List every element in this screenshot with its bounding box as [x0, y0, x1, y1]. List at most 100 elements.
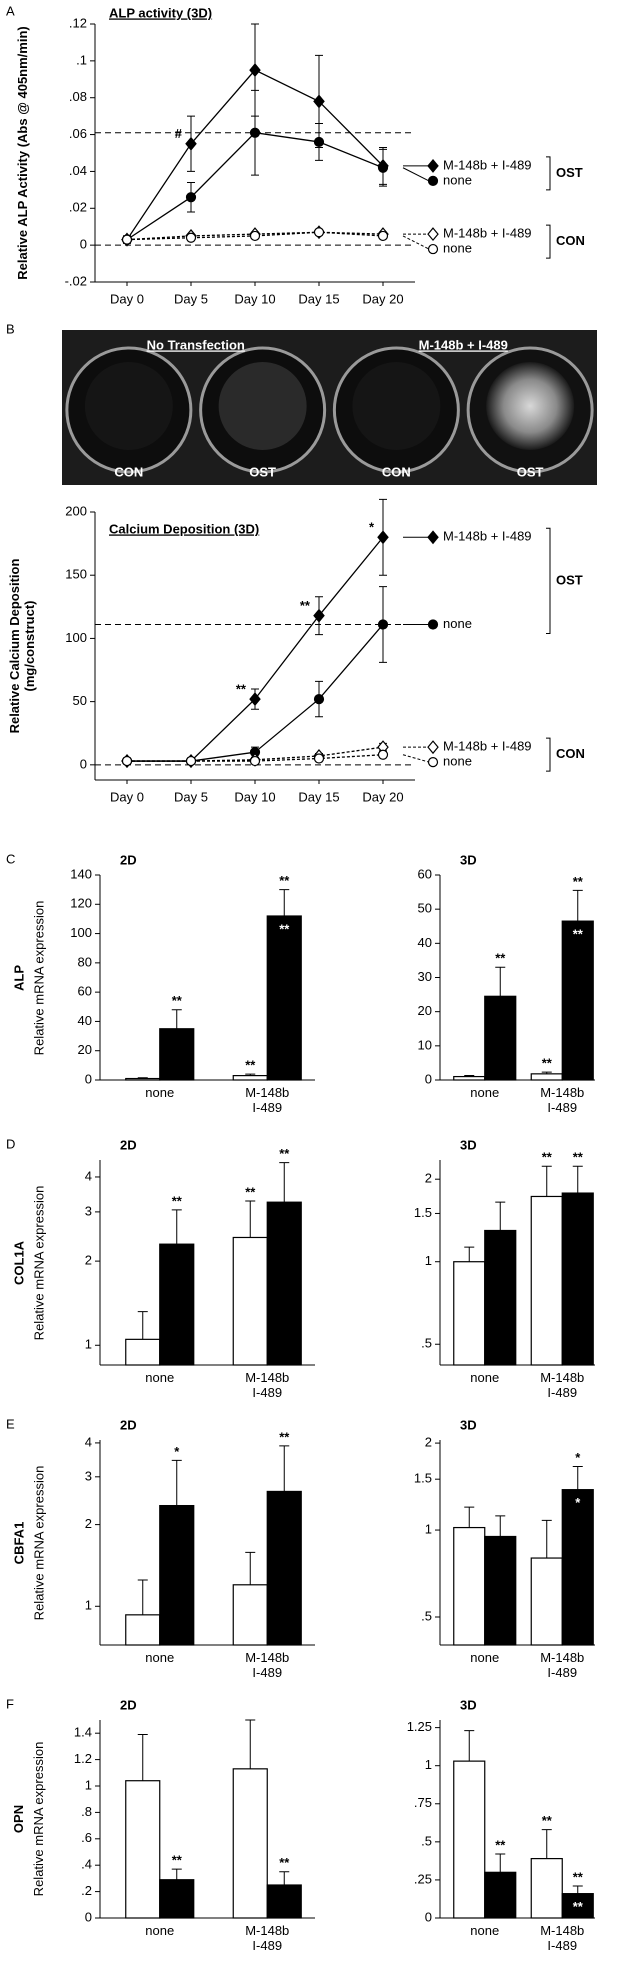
- bar: [530, 1557, 563, 1646]
- error-bar: [245, 1073, 256, 1076]
- y-tick-label: 20: [78, 1042, 92, 1057]
- marker: [313, 753, 325, 764]
- significance-label: **: [279, 873, 290, 888]
- legend-label: M-148b + I-489: [443, 739, 532, 754]
- marker: [249, 230, 261, 242]
- y-tick-label: 50: [73, 693, 87, 708]
- group-label: OST: [556, 165, 583, 180]
- legend-line: [402, 754, 430, 763]
- y-axis-sublabel: Relative mRNA expression: [30, 900, 46, 1055]
- error-bar: [279, 1162, 290, 1203]
- significance-label: **: [245, 1184, 256, 1199]
- significance-label: **: [245, 1058, 256, 1073]
- marker: [427, 158, 439, 173]
- error-bar: [171, 1459, 182, 1506]
- legend-label: none: [443, 754, 472, 769]
- well-inner: [486, 362, 575, 450]
- error-bar: [279, 1445, 290, 1492]
- y-tick-label: 2: [85, 1253, 92, 1268]
- x-tick-label: Day 20: [362, 789, 403, 804]
- well-label: OST: [249, 464, 276, 479]
- bar: [125, 1780, 161, 1919]
- significance-label: **: [573, 1869, 584, 1884]
- y-tick-label: 0: [425, 1909, 432, 1924]
- y-tick-label: .12: [69, 15, 87, 30]
- y-tick-label: 60: [418, 866, 432, 881]
- y-tick-label: 3: [85, 1203, 92, 1218]
- error-bar: [279, 889, 290, 916]
- y-tick-label: 140: [70, 866, 92, 881]
- marker: [377, 230, 389, 242]
- point-label: **: [236, 682, 247, 697]
- marker: [377, 162, 389, 173]
- x-tick-label: Day 20: [362, 291, 403, 306]
- marker: [249, 63, 261, 78]
- error-bar: [495, 1201, 506, 1231]
- marker: [427, 243, 439, 255]
- significance-label: *: [174, 1444, 180, 1459]
- legend-label: M-148b + I-489: [443, 157, 532, 172]
- x-tick-label: Day 15: [298, 291, 339, 306]
- panel-letter: D: [6, 1136, 15, 1151]
- bar: [266, 1490, 302, 1646]
- y-tick-label: 1.5: [414, 1205, 432, 1220]
- y-tick-label: 4: [85, 1168, 92, 1183]
- significance-label: **: [573, 874, 584, 889]
- panel-letter: E: [6, 1416, 15, 1431]
- group-bracket: [546, 156, 551, 191]
- error-bar: [171, 1009, 182, 1029]
- x-tick-label: Day 10: [234, 789, 275, 804]
- x-tick-label: M-148b I-489: [540, 1923, 585, 1953]
- bar: [232, 1075, 268, 1081]
- significance-label-inside: **: [573, 927, 584, 942]
- well-label: CON: [114, 464, 143, 479]
- y-axis-sublabel: Relative mRNA expression: [30, 1185, 46, 1340]
- bar: [561, 1893, 594, 1919]
- error-bar: [245, 1719, 256, 1769]
- y-tick-label: 1.25: [407, 1719, 432, 1734]
- bar: [453, 1075, 486, 1081]
- significance-label: **: [542, 1813, 553, 1828]
- legend-label: M-148b + I-489: [443, 226, 532, 241]
- legend-label: none: [443, 172, 472, 187]
- y-tick-label: .02: [69, 200, 87, 215]
- y-tick-label: .75: [414, 1795, 432, 1810]
- panel-letter: B: [6, 321, 15, 336]
- y-axis-label: OPN: [10, 1804, 26, 1834]
- legend-label: none: [443, 241, 472, 256]
- group-bracket: [546, 224, 551, 259]
- y-tick-label: .4: [81, 1857, 92, 1872]
- y-tick-label: .5: [421, 1833, 432, 1848]
- x-tick-label: Day 5: [174, 291, 208, 306]
- bar: [125, 1338, 161, 1366]
- panel-letter: C: [6, 851, 15, 866]
- image-group-label: No Transfection: [147, 337, 245, 352]
- y-tick-label: 1: [85, 1777, 92, 1792]
- x-tick-label: M-148b I-489: [245, 1650, 290, 1680]
- error-bar: [137, 1579, 148, 1615]
- bar: [266, 1884, 302, 1919]
- chart-title: ALP activity (3D): [109, 5, 212, 20]
- y-tick-label: -.02: [65, 273, 87, 288]
- chart-title: 3D: [460, 1697, 477, 1712]
- y-tick-label: 1: [85, 1337, 92, 1352]
- error-bar: [541, 1165, 552, 1197]
- error-bar: [245, 1200, 256, 1238]
- marker: [427, 757, 439, 768]
- x-tick-label: Day 5: [174, 789, 208, 804]
- legend-line: [402, 167, 430, 182]
- legend-line: [402, 235, 430, 250]
- x-tick-label: M-148b I-489: [245, 1085, 290, 1115]
- y-tick-label: .2: [81, 1883, 92, 1898]
- bar: [159, 1879, 195, 1919]
- marker: [185, 232, 197, 243]
- bar: [159, 1243, 195, 1366]
- x-tick-label: none: [470, 1650, 500, 1665]
- marker: [121, 755, 133, 767]
- y-tick-label: .04: [69, 163, 87, 178]
- chart-title: 2D: [120, 1697, 137, 1712]
- bar: [484, 1535, 517, 1646]
- error-bar: [464, 1506, 475, 1528]
- y-axis-label: Relative Calcium Deposition (mg/construc…: [7, 558, 37, 734]
